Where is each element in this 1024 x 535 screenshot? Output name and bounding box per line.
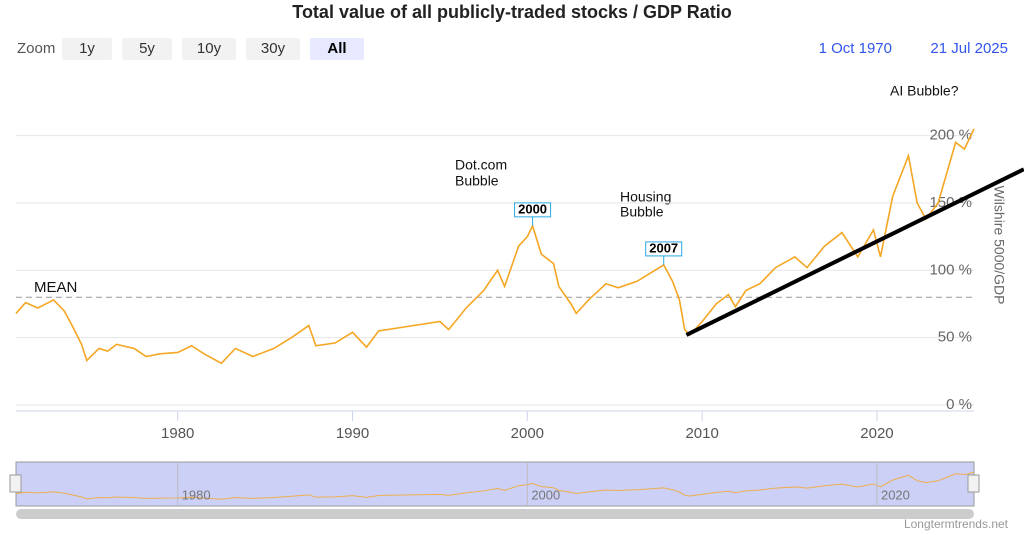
range-to[interactable]: 21 Jul 2025 <box>930 40 1008 57</box>
y-tick-label: 50 % <box>938 329 972 346</box>
annotation: AI Bubble? <box>890 83 959 99</box>
x-tick-label: 2020 <box>860 425 893 442</box>
trend-line <box>685 167 1024 337</box>
y-tick-label: 200 % <box>929 127 972 144</box>
range-button[interactable] <box>182 38 236 60</box>
range-button-label[interactable]: All <box>327 40 346 57</box>
flag-box <box>645 241 683 257</box>
range-button-label[interactable]: 30y <box>261 40 286 57</box>
navigator-tick-label: 2000 <box>531 487 560 502</box>
navigator-handle[interactable] <box>967 474 980 493</box>
zoom-label: Zoom <box>17 40 55 57</box>
x-tick-label: 2000 <box>511 425 544 442</box>
range-button[interactable] <box>62 38 112 60</box>
annotation: Housing <box>620 189 671 205</box>
range-button-label[interactable]: 10y <box>197 40 222 57</box>
range-button[interactable] <box>246 38 300 60</box>
navigator-line <box>15 471 975 500</box>
y-tick-label: 100 % <box>929 261 972 278</box>
range-button[interactable] <box>122 38 172 60</box>
range-button[interactable] <box>310 38 364 60</box>
y-tick-label: 0 % <box>946 396 972 413</box>
range-button-label[interactable]: 5y <box>139 40 155 57</box>
annotation: Dot.com <box>455 157 507 173</box>
flag-label: 2007 <box>649 240 678 255</box>
navigator-window[interactable] <box>15 461 975 507</box>
x-tick-label: 2010 <box>685 425 718 442</box>
scrollbar[interactable] <box>16 509 974 519</box>
flag-label: 2000 <box>518 201 547 216</box>
annotation: Bubble <box>455 173 499 189</box>
y-axis-label: Wilshire 5000/GDP <box>991 185 1007 304</box>
range-from[interactable]: 1 Oct 1970 <box>819 40 892 57</box>
navigator-handle[interactable] <box>9 474 22 493</box>
annotation: Bubble <box>620 204 664 220</box>
navigator-tick-label: 1980 <box>182 487 211 502</box>
navigator-tick-label: 2020 <box>881 487 910 502</box>
mean-label: MEAN <box>34 279 77 296</box>
credit: Longtermtrends.net <box>904 517 1009 531</box>
x-tick-label: 1990 <box>336 425 369 442</box>
chart-title: Total value of all publicly-traded stock… <box>292 2 731 22</box>
range-button-label[interactable]: 1y <box>79 40 95 57</box>
x-tick-label: 1980 <box>161 425 194 442</box>
flag-box <box>514 202 552 218</box>
